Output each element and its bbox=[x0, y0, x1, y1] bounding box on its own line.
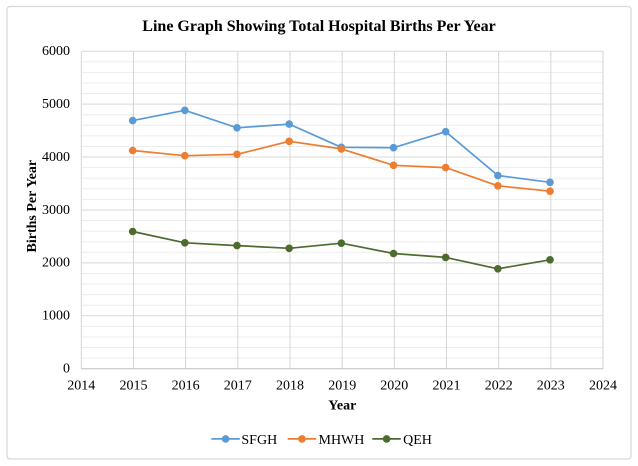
svg-text:Births Per Year: Births Per Year bbox=[25, 160, 40, 253]
svg-text:2020: 2020 bbox=[380, 378, 408, 393]
svg-text:0: 0 bbox=[63, 362, 70, 377]
svg-text:2017: 2017 bbox=[224, 378, 252, 393]
svg-text:2000: 2000 bbox=[42, 256, 70, 271]
svg-text:MHWH: MHWH bbox=[319, 433, 365, 448]
svg-text:2015: 2015 bbox=[120, 378, 148, 393]
svg-text:1000: 1000 bbox=[42, 309, 70, 324]
svg-text:QEH: QEH bbox=[403, 433, 432, 448]
svg-text:2023: 2023 bbox=[537, 378, 565, 393]
svg-text:Year: Year bbox=[328, 398, 356, 413]
svg-text:2019: 2019 bbox=[328, 378, 356, 393]
svg-text:4000: 4000 bbox=[42, 150, 70, 165]
svg-text:2021: 2021 bbox=[433, 378, 461, 393]
svg-text:2024: 2024 bbox=[589, 378, 617, 393]
svg-text:SFGH: SFGH bbox=[241, 433, 277, 448]
svg-text:5000: 5000 bbox=[42, 97, 70, 112]
svg-text:2014: 2014 bbox=[67, 378, 95, 393]
svg-text:2022: 2022 bbox=[485, 378, 513, 393]
svg-text:2018: 2018 bbox=[276, 378, 304, 393]
svg-text:3000: 3000 bbox=[42, 203, 70, 218]
svg-text:Line Graph Showing Total Hospi: Line Graph Showing Total Hospital Births… bbox=[142, 18, 495, 35]
svg-text:2016: 2016 bbox=[172, 378, 200, 393]
svg-text:6000: 6000 bbox=[42, 44, 70, 59]
